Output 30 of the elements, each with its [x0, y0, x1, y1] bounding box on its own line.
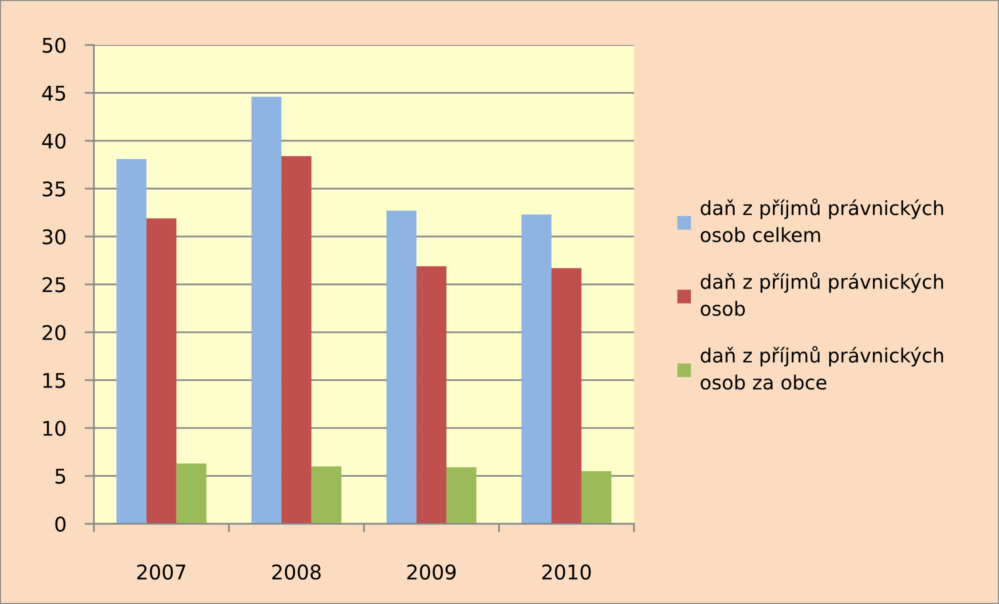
- bar: [551, 268, 582, 524]
- bar: [522, 214, 552, 524]
- x-tick-label: 2007: [137, 564, 186, 580]
- bar: [116, 158, 146, 524]
- legend-label: daň z příjmů právnických osob za obce: [700, 346, 944, 390]
- x-tick-label: 2010: [542, 564, 591, 580]
- y-tick-label: 40: [42, 133, 66, 149]
- bar: [281, 156, 312, 524]
- bar: [311, 466, 342, 524]
- y-tick-label: 25: [42, 277, 66, 292]
- bar: [416, 266, 446, 524]
- bar: [176, 463, 206, 524]
- y-tick-label: 50: [42, 38, 66, 53]
- bar: [446, 467, 476, 524]
- y-tick-label: 20: [42, 324, 66, 340]
- y-tick-label: 10: [43, 420, 66, 436]
- y-tick-label: 0: [55, 516, 66, 532]
- y-tick-label: 30: [42, 229, 66, 244]
- bar: [251, 96, 282, 524]
- bar: [146, 218, 176, 524]
- x-tick-label: 2009: [407, 564, 456, 580]
- y-tick-label: 35: [42, 181, 66, 197]
- legend-label: daň z příjmů právnických osob: [700, 272, 944, 316]
- bar: [581, 471, 612, 524]
- y-tick-label: 45: [42, 86, 66, 101]
- x-tick-label: 2008: [272, 564, 321, 580]
- y-tick-label: 5: [56, 468, 66, 484]
- y-tick-label: 15: [43, 373, 66, 388]
- bar: [386, 210, 416, 524]
- legend-label: daň z příjmů právnických osob celkem: [700, 198, 944, 242]
